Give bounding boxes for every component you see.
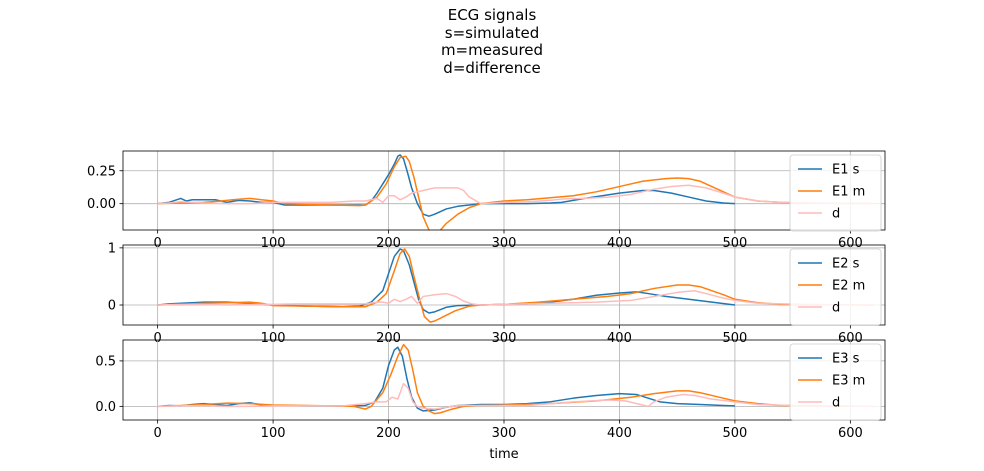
x-tick-label-4: 400 — [607, 426, 632, 441]
legend-label-0: E1 s — [832, 163, 860, 178]
legend-label-0: E3 s — [832, 352, 860, 367]
x-tick-label-0: 0 — [153, 236, 161, 251]
x-tick-label-4: 400 — [607, 236, 632, 251]
series-line-e1-s — [157, 154, 735, 217]
subplot-3: 0 100 200 300 400 500 600 0.0 0.5 E3 s E3 m d — [95, 339, 886, 441]
x-tick-label-2: 200 — [376, 426, 401, 441]
legend: E2 s E2 m d — [789, 248, 882, 326]
x-tick-label-3: 300 — [492, 426, 517, 441]
series-line-e3-s — [157, 346, 735, 412]
y-tick-label-1: 0.25 — [87, 164, 116, 179]
title-line-0: ECG signals — [448, 6, 537, 24]
legend-label-2: d — [832, 207, 840, 222]
y-tick-label-0: 0.0 — [95, 400, 116, 415]
subplot-1: 0 100 200 300 400 500 600 0.00 0.25 E1 s E1 m d — [87, 150, 886, 251]
legend-label-1: E1 m — [832, 185, 865, 200]
x-tick-label-6: 600 — [838, 426, 863, 441]
legend: E3 s E3 m d — [789, 343, 882, 421]
series-line-d — [157, 289, 874, 306]
x-tick-label-2: 200 — [376, 236, 401, 251]
title-line-3: d=difference — [443, 59, 540, 77]
legend-label-1: E2 m — [832, 279, 865, 294]
title-line-2: m=measured — [441, 41, 543, 59]
x-axis-label: time — [489, 447, 518, 462]
x-tick-label-0: 0 — [153, 426, 161, 441]
x-tick-label-5: 500 — [722, 331, 747, 346]
legend-box — [789, 343, 882, 421]
series-line-e2-m — [157, 248, 874, 323]
series-line-d — [157, 382, 874, 410]
x-tick-label-5: 500 — [722, 426, 747, 441]
x-tick-label-1: 100 — [261, 236, 286, 251]
x-tick-label-0: 0 — [153, 331, 161, 346]
legend-box — [789, 248, 882, 326]
series-line-d — [157, 184, 874, 205]
y-tick-label-1: 0.5 — [95, 354, 116, 369]
y-tick-label-1: 1 — [108, 241, 116, 256]
legend-label-1: E3 m — [832, 374, 865, 389]
y-tick-label-0: 0 — [108, 299, 116, 314]
legend-box — [789, 154, 882, 232]
x-tick-label-6: 600 — [838, 236, 863, 251]
x-tick-label-1: 100 — [261, 426, 286, 441]
series-line-e3-m — [157, 343, 874, 415]
x-tick-label-1: 100 — [261, 331, 286, 346]
legend-label-2: d — [832, 301, 840, 316]
title-line-1: s=simulated — [445, 24, 539, 42]
legend-label-0: E2 s — [832, 257, 860, 272]
figure-title: ECG signalss=simulatedm=measuredd=differ… — [441, 6, 543, 77]
x-tick-label-4: 400 — [607, 331, 632, 346]
series-line-e1-m — [157, 155, 874, 230]
subplot-2: 0 100 200 300 400 500 600 0 1 E2 s E2 m d — [108, 241, 886, 346]
x-tick-label-3: 300 — [492, 236, 517, 251]
legend-label-2: d — [832, 396, 840, 411]
x-tick-label-6: 600 — [838, 331, 863, 346]
series-line-e2-s — [157, 248, 736, 314]
x-tick-label-5: 500 — [722, 236, 747, 251]
legend: E1 s E1 m d — [789, 154, 882, 232]
x-tick-label-2: 200 — [376, 331, 401, 346]
x-tick-label-3: 300 — [492, 331, 517, 346]
y-tick-label-0: 0.00 — [87, 197, 116, 212]
